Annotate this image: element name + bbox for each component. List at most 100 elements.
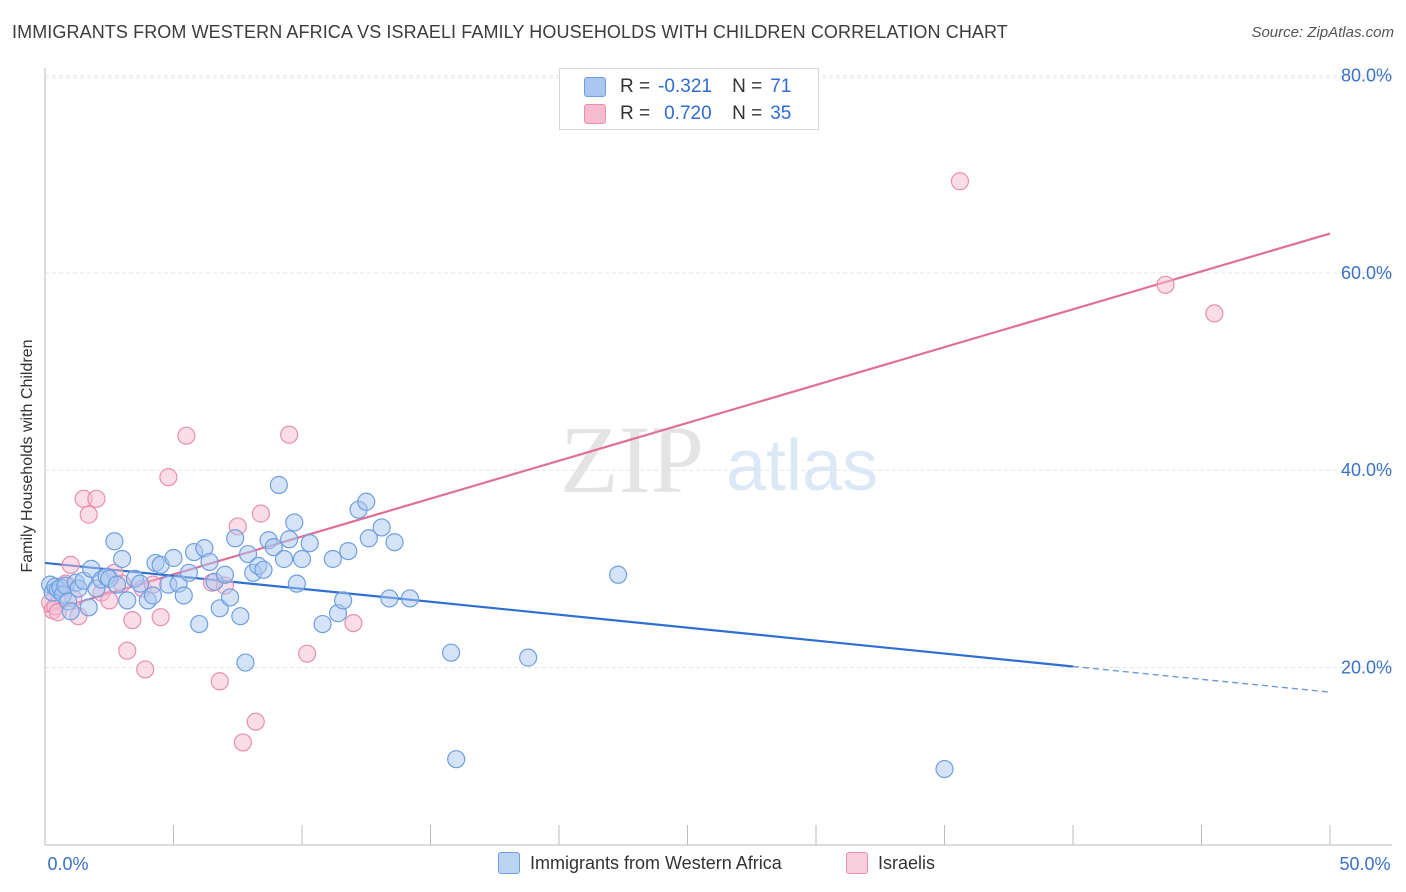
point-western-africa: [105, 532, 124, 551]
point-israelis: [100, 591, 119, 610]
point-western-africa: [174, 586, 193, 605]
series-swatch-pink: [846, 852, 868, 874]
point-western-africa: [313, 614, 332, 634]
point-western-africa: [190, 614, 209, 634]
legend-n-label: N =: [732, 103, 763, 124]
legend-r-label: R =: [620, 76, 651, 97]
point-israelis: [246, 712, 265, 731]
point-western-africa: [264, 538, 283, 557]
point-western-africa: [357, 492, 376, 511]
y-tick-label: 60.0%: [1341, 263, 1392, 283]
series-label-western-africa: Immigrants from Western Africa: [530, 852, 782, 873]
point-israelis: [1205, 304, 1224, 323]
point-western-africa: [372, 518, 391, 537]
point-israelis: [87, 489, 106, 508]
point-israelis: [251, 504, 270, 523]
point-western-africa: [236, 653, 255, 672]
y-tick-labels: 20.0% 40.0% 60.0% 80.0%: [1341, 66, 1392, 678]
point-western-africa: [285, 513, 304, 532]
point-western-africa: [107, 575, 127, 594]
point-western-africa: [130, 574, 150, 593]
trend-line-israelis: [44, 232, 1331, 614]
point-western-africa: [112, 549, 132, 569]
legend-r-value: -0.321: [658, 76, 712, 97]
chart-source: Source: ZipAtlas.com: [1251, 24, 1394, 41]
point-western-africa: [339, 541, 358, 561]
point-israelis: [61, 555, 80, 575]
legend-row-israelis: R = 0.720 N = 35: [584, 102, 791, 126]
y-tick-label: 80.0%: [1341, 66, 1392, 86]
point-israelis: [1156, 275, 1175, 294]
point-western-africa: [61, 602, 80, 621]
point-western-africa: [269, 475, 288, 495]
legend-n-value: 35: [770, 103, 792, 124]
point-western-africa: [447, 750, 466, 769]
series-legend: Immigrants from Western Africa Israelis: [0, 852, 1406, 876]
point-western-africa: [79, 598, 98, 617]
series-label-israelis: Israelis: [878, 852, 936, 873]
point-israelis: [177, 426, 196, 445]
point-israelis: [79, 505, 98, 524]
legend-r-label: R =: [620, 103, 651, 124]
legend-swatch-pink: [584, 104, 606, 124]
point-israelis: [344, 613, 363, 633]
point-western-africa: [254, 560, 273, 579]
chart-title: IMMIGRANTS FROM WESTERN AFRICA VS ISRAEL…: [12, 22, 1008, 42]
point-western-africa: [274, 549, 294, 569]
points-western-africa: [41, 475, 954, 779]
point-western-africa: [609, 565, 628, 584]
series-legend-israelis[interactable]: Israelis: [846, 852, 935, 874]
legend-n-value: 71: [770, 76, 792, 97]
trend-line-western-africa-extension: [1072, 665, 1331, 693]
trend-line-western-africa: [44, 561, 1074, 668]
point-israelis: [151, 608, 170, 627]
point-western-africa: [143, 586, 163, 605]
point-israelis: [298, 644, 317, 663]
watermark-atlas: atlas: [726, 426, 878, 506]
point-israelis: [118, 641, 137, 660]
watermark-zip: ZIP: [560, 406, 704, 513]
point-western-africa: [323, 549, 342, 569]
point-western-africa: [359, 529, 378, 548]
point-western-africa: [935, 759, 954, 779]
watermark: ZIP atlas: [560, 406, 878, 513]
series-swatch-blue: [498, 852, 520, 874]
point-western-africa: [215, 565, 234, 584]
point-western-africa: [280, 530, 299, 549]
point-western-africa: [118, 591, 137, 610]
point-israelis: [159, 468, 178, 487]
point-western-africa: [292, 549, 312, 569]
x-tick-label-min: 0.0%: [47, 854, 88, 874]
point-israelis: [280, 425, 299, 444]
point-western-africa: [300, 534, 319, 553]
point-western-africa: [385, 533, 404, 552]
point-western-africa: [238, 544, 258, 564]
point-israelis: [123, 611, 142, 630]
point-western-africa: [380, 589, 399, 608]
point-israelis: [950, 172, 970, 191]
point-western-africa: [179, 563, 199, 582]
y-tick-label: 40.0%: [1341, 460, 1392, 480]
point-western-africa: [164, 548, 183, 568]
x-tick-labels: 0.0% 50.0%: [47, 854, 1390, 874]
correlation-legend: R = -0.321 N = 71 R = 0.720 N = 35: [559, 68, 819, 130]
point-western-africa: [334, 591, 353, 610]
legend-row-western-africa: R = -0.321 N = 71: [584, 75, 791, 99]
point-western-africa: [400, 589, 420, 608]
point-western-africa: [220, 588, 240, 607]
point-western-africa: [231, 607, 250, 626]
point-western-africa: [441, 643, 461, 662]
point-israelis: [210, 672, 229, 691]
legend-r-value: 0.720: [664, 103, 712, 124]
point-western-africa: [226, 529, 245, 548]
y-tick-label: 20.0%: [1341, 657, 1392, 677]
point-western-africa: [200, 552, 219, 572]
legend-swatch-blue: [584, 77, 606, 97]
point-western-africa: [287, 574, 306, 593]
series-legend-western-africa[interactable]: Immigrants from Western Africa: [498, 852, 782, 874]
axes: [44, 68, 1392, 846]
point-israelis: [136, 660, 155, 679]
point-western-africa: [519, 648, 538, 667]
point-israelis: [233, 733, 252, 752]
